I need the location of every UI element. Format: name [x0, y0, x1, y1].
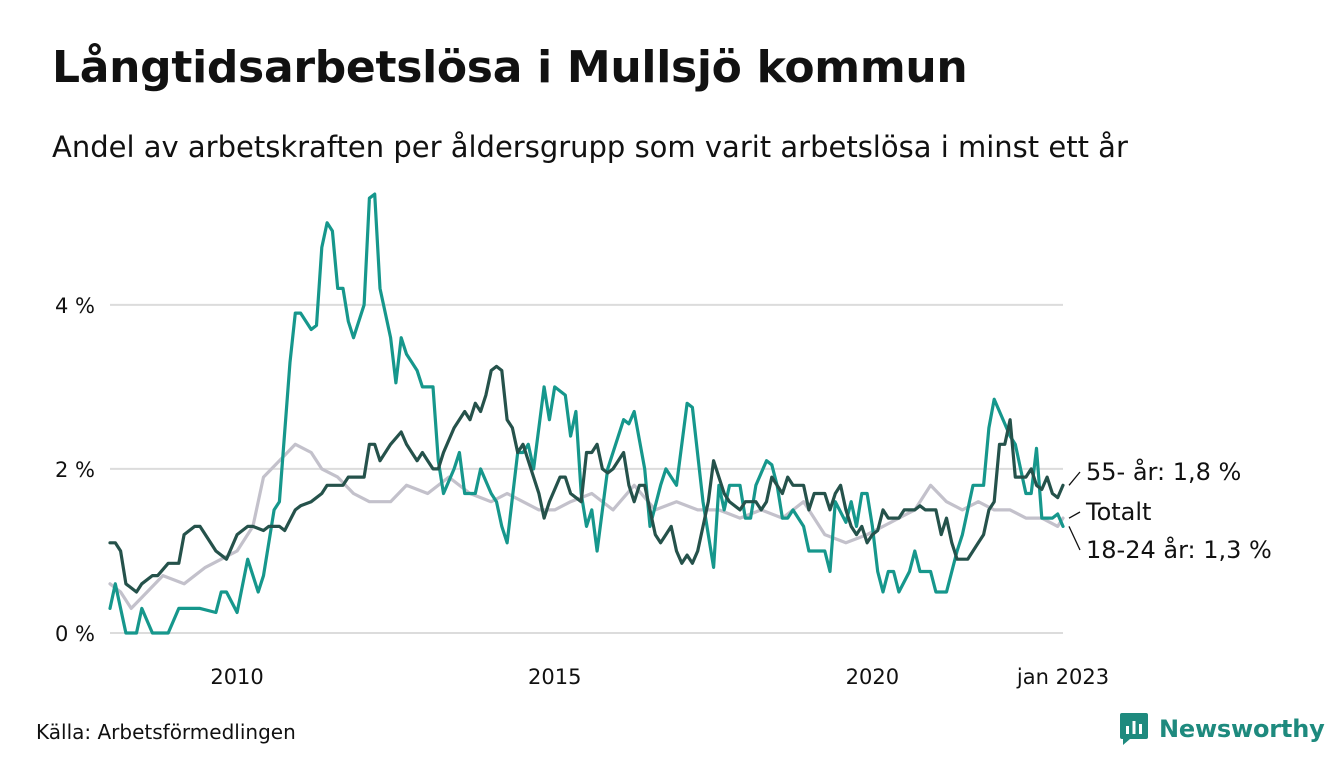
- page-title: Långtidsarbetslösa i Mullsjö kommun: [52, 42, 968, 93]
- series-line-1: [108, 192, 1065, 635]
- newsworthy-logo-icon: [1120, 713, 1148, 745]
- x-tick-label: 2020: [846, 665, 899, 689]
- end-labels: Totalt 18-24 år: 1,3 % 55- år: 1,8 %: [1068, 457, 1272, 564]
- y-tick-label: 2 %: [55, 458, 95, 482]
- source-note: Källa: Arbetsförmedlingen: [36, 720, 296, 744]
- gridlines: [110, 303, 1063, 634]
- x-axis: 2010 2015 2020 jan 2023: [210, 665, 1109, 689]
- y-tick-label: 0 %: [55, 622, 95, 646]
- series-line-2: [108, 364, 1065, 594]
- y-tick-label: 4 %: [55, 294, 95, 318]
- series-end-label: Totalt: [1085, 498, 1151, 526]
- brand-name: Newsworthy: [1159, 715, 1325, 743]
- brand: Newsworthy: [1119, 712, 1325, 746]
- label-leader-1: [1068, 526, 1081, 551]
- series-line-0: [108, 442, 1065, 610]
- x-tick-label: 2015: [528, 665, 581, 689]
- x-tick-label: jan 2023: [1016, 665, 1109, 689]
- y-axis: 0 % 2 % 4 %: [55, 294, 95, 646]
- page-subtitle: Andel av arbetskraften per åldersgrupp s…: [52, 130, 1128, 164]
- label-leader-2: [1068, 471, 1081, 486]
- label-leader-0: [1068, 511, 1081, 519]
- series-end-label: 55- år: 1,8 %: [1086, 457, 1241, 486]
- series-lines: [108, 192, 1065, 635]
- series-end-label: 18-24 år: 1,3 %: [1086, 535, 1272, 564]
- x-tick-label: 2010: [210, 665, 263, 689]
